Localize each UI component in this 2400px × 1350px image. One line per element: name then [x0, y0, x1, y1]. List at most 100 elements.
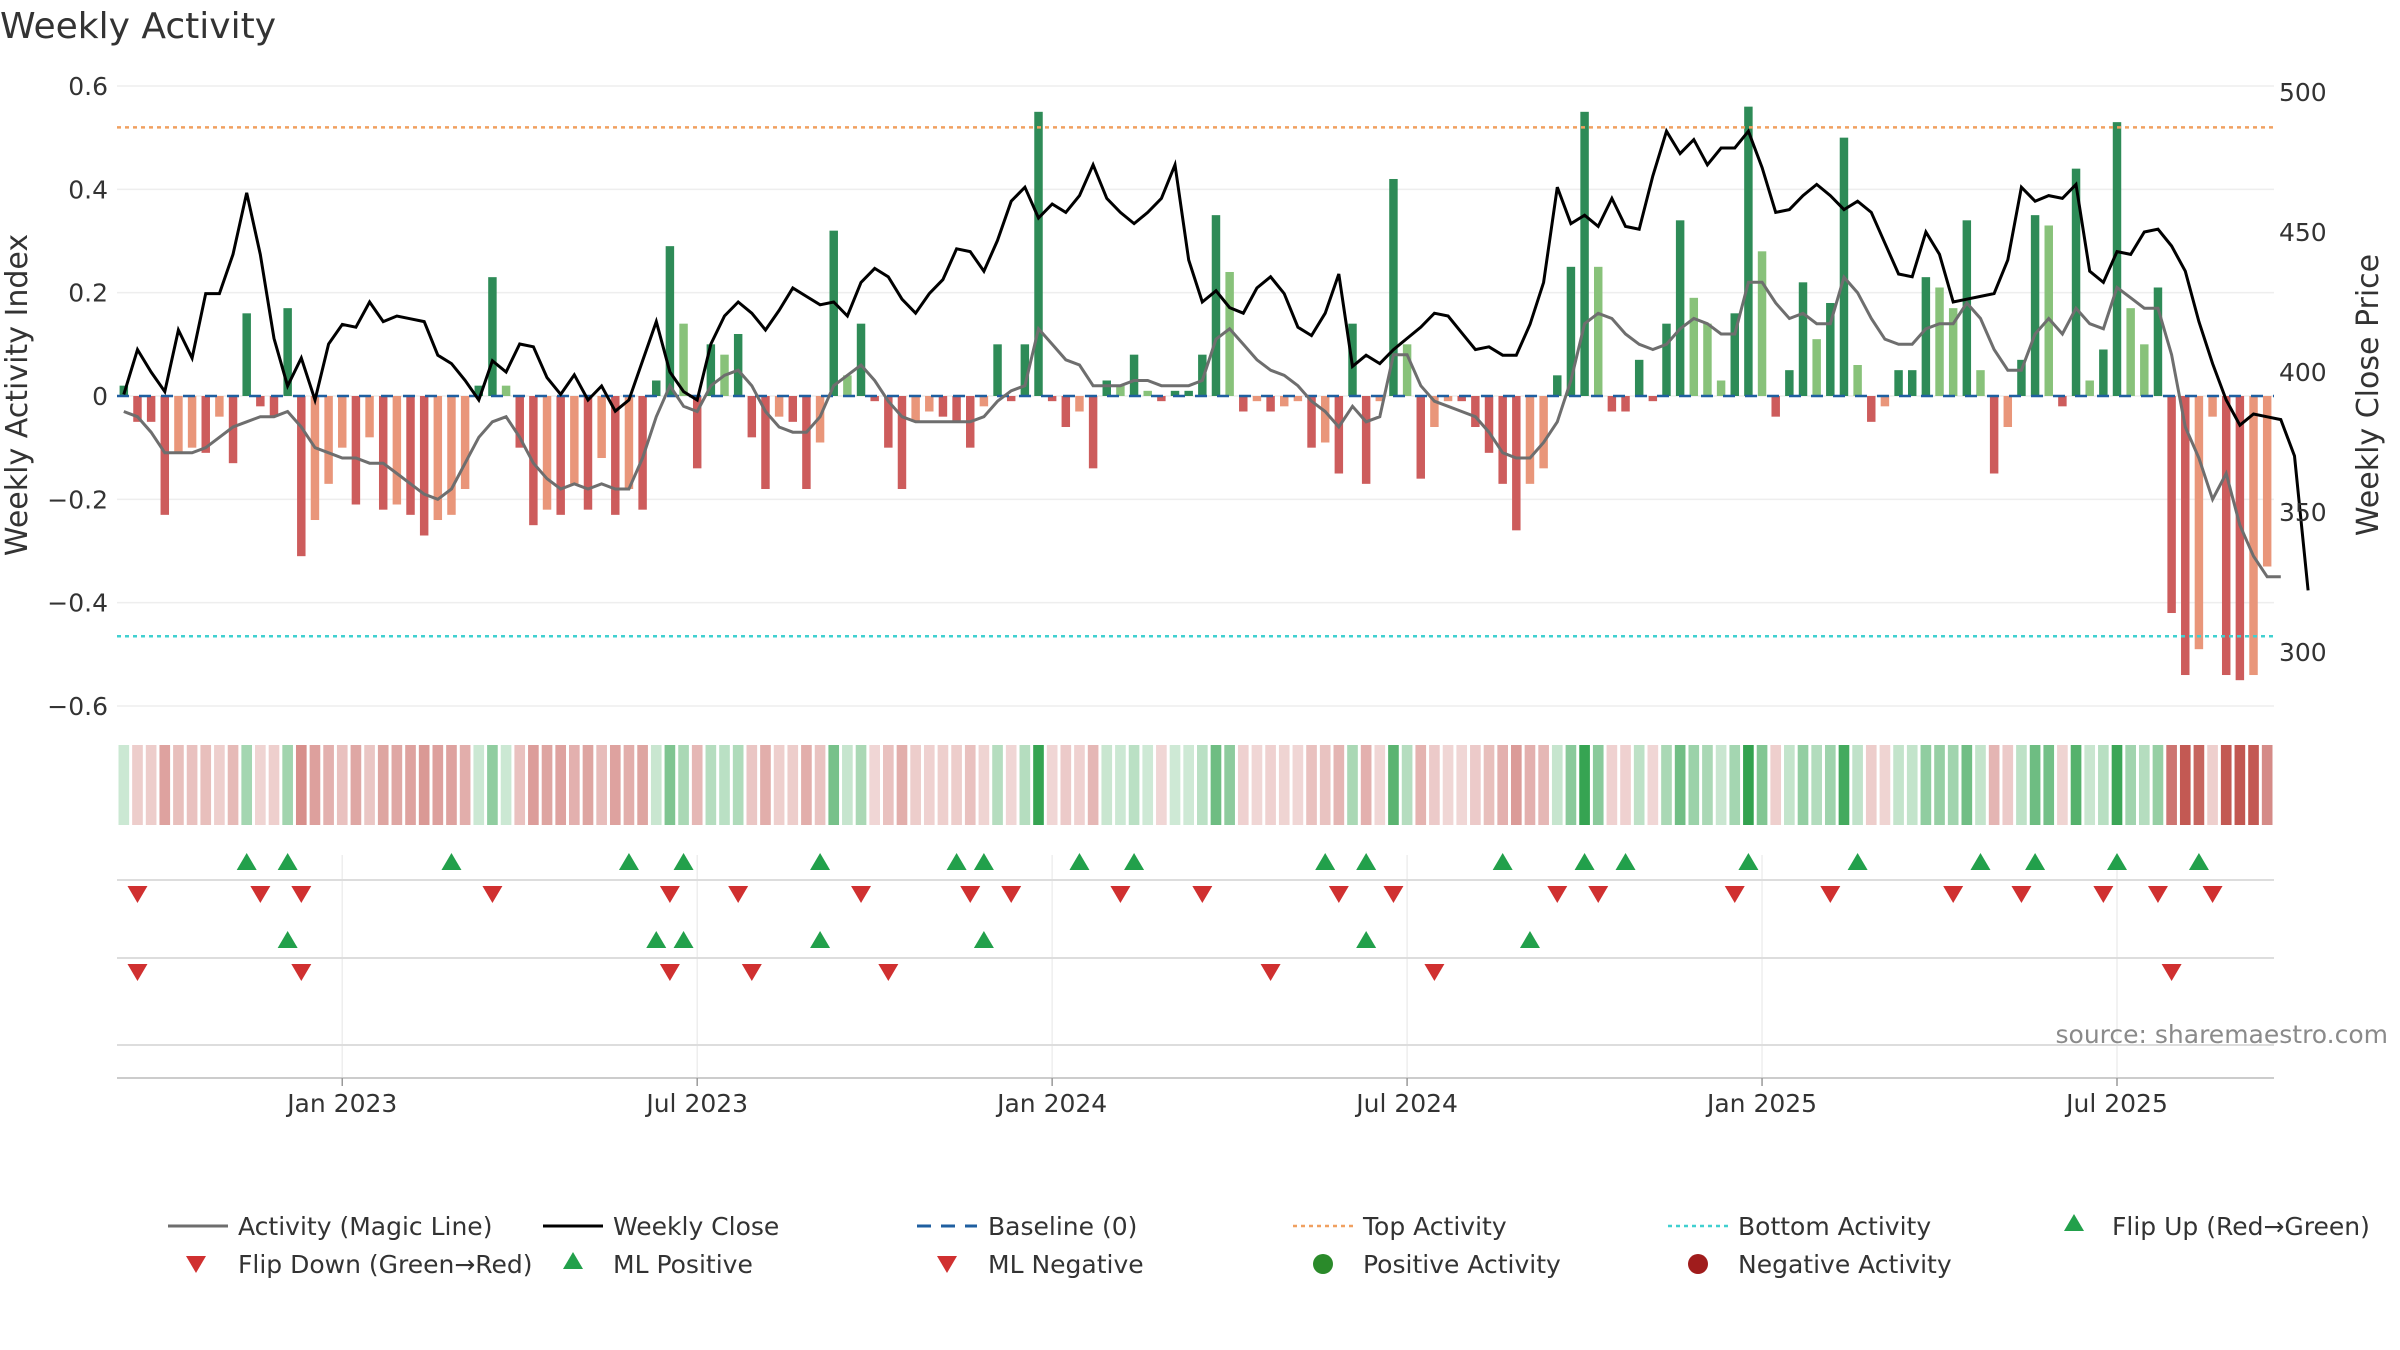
x-tick-label: Jul 2025	[2064, 1089, 2168, 1118]
heat-cell	[1278, 745, 1290, 825]
activity-bar	[1880, 396, 1890, 407]
activity-bar	[829, 230, 838, 396]
activity-bar	[2194, 396, 2204, 650]
activity-bar	[1607, 396, 1617, 412]
legend-label-ml-positive: ML Positive	[613, 1250, 753, 1279]
heat-cell	[1524, 745, 1536, 825]
activity-bar	[925, 396, 934, 412]
heat-cell	[1934, 745, 1945, 825]
heat-cell	[1360, 745, 1372, 825]
ml-negative-marker	[1424, 964, 1445, 981]
activity-bar	[597, 396, 606, 459]
activity-bar	[1785, 370, 1794, 396]
heat-cell	[2057, 745, 2068, 825]
heat-cell	[2002, 745, 2014, 825]
flip-down-marker	[2147, 886, 2168, 903]
chart-title: Weekly Activity	[0, 6, 276, 47]
flip-up-marker	[1615, 853, 1636, 870]
activity-bar	[652, 380, 661, 396]
activity-bar	[1211, 215, 1221, 396]
activity-bar	[1989, 396, 1999, 474]
y-tick-label: 0	[92, 382, 108, 411]
flip-up-marker	[1124, 853, 1145, 870]
activity-bar	[501, 385, 511, 396]
activity-bar	[2071, 168, 2081, 396]
legend-label-baseline: Baseline (0)	[988, 1212, 1137, 1241]
activity-bar	[1047, 396, 1057, 402]
heat-cell	[132, 745, 143, 825]
activity-bar	[1293, 396, 1303, 402]
flip-markers	[127, 853, 2223, 981]
activity-bar	[679, 323, 688, 396]
activity-bar	[788, 396, 798, 422]
activity-bar	[774, 396, 784, 417]
heat-cell	[828, 745, 840, 825]
heat-cell	[1743, 745, 1754, 825]
ml-negative-icon	[937, 1256, 957, 1273]
heat-cell	[937, 745, 949, 825]
activity-bar	[1307, 396, 1316, 448]
heat-cell	[1415, 745, 1427, 825]
positive-dot-icon	[1313, 1254, 1333, 1274]
activity-bar	[1512, 396, 1521, 531]
heat-cell	[186, 745, 198, 825]
activity-bar	[1648, 396, 1658, 402]
activity-bar	[1771, 396, 1780, 417]
heat-cell	[2125, 745, 2136, 825]
activity-bar	[1621, 396, 1630, 412]
activity-bars	[119, 106, 2272, 681]
activity-bar	[133, 396, 142, 422]
ml-negative-marker	[2161, 964, 2182, 981]
heat-cell	[1306, 745, 1317, 825]
activity-bar	[1634, 359, 1644, 396]
activity-bar	[474, 385, 484, 396]
activity-bar	[256, 396, 265, 407]
activity-bar	[1457, 396, 1466, 402]
activity-bar	[911, 396, 920, 422]
activity-bar	[324, 396, 333, 484]
activity-bar	[1826, 302, 1835, 396]
heat-cell	[323, 745, 334, 825]
activity-bar	[160, 396, 170, 515]
heat-cell	[459, 745, 471, 825]
heat-cell	[2207, 745, 2218, 825]
heat-cell	[446, 745, 457, 825]
activity-bar	[638, 396, 647, 510]
activity-bar	[2030, 215, 2040, 396]
activity-bar	[228, 396, 238, 464]
flip-down-marker	[1001, 886, 1022, 903]
activity-bar	[870, 396, 879, 402]
ml-positive-marker	[277, 931, 298, 948]
flip-down-marker	[2011, 886, 2032, 903]
heat-cell	[295, 745, 307, 825]
heat-cell	[609, 745, 621, 825]
heat-cell	[1510, 745, 1522, 825]
heat-cell	[678, 745, 689, 825]
y-tick-label: −0.2	[47, 485, 108, 514]
heat-cell	[1197, 745, 1208, 825]
flip-up-marker	[1356, 853, 1377, 870]
heat-cell	[118, 745, 130, 825]
ml-positive-icon	[563, 1252, 583, 1269]
ml-negative-marker	[127, 964, 148, 981]
activity-bar	[1075, 396, 1084, 412]
flip-down-marker	[2093, 886, 2114, 903]
heat-cell	[896, 745, 908, 825]
heat-cell	[582, 745, 594, 825]
activity-bar	[1116, 385, 1125, 396]
activity-bar	[802, 396, 811, 490]
heat-cell	[2029, 745, 2041, 825]
activity-bar	[2221, 396, 2231, 676]
activity-bar	[1566, 266, 1576, 396]
flip-down-marker	[250, 886, 271, 903]
heat-cell	[1620, 745, 1631, 825]
activity-bar	[1471, 396, 1480, 428]
heat-cell	[1647, 745, 1659, 825]
x-tick-label: Jan 2023	[285, 1089, 397, 1118]
heat-cell	[1115, 745, 1126, 825]
activity-bar	[1716, 380, 1726, 396]
heat-cell	[145, 745, 157, 825]
flip-up-icon	[2064, 1214, 2084, 1231]
flip-up-marker	[1970, 853, 1991, 870]
heat-cell	[1688, 745, 1700, 825]
